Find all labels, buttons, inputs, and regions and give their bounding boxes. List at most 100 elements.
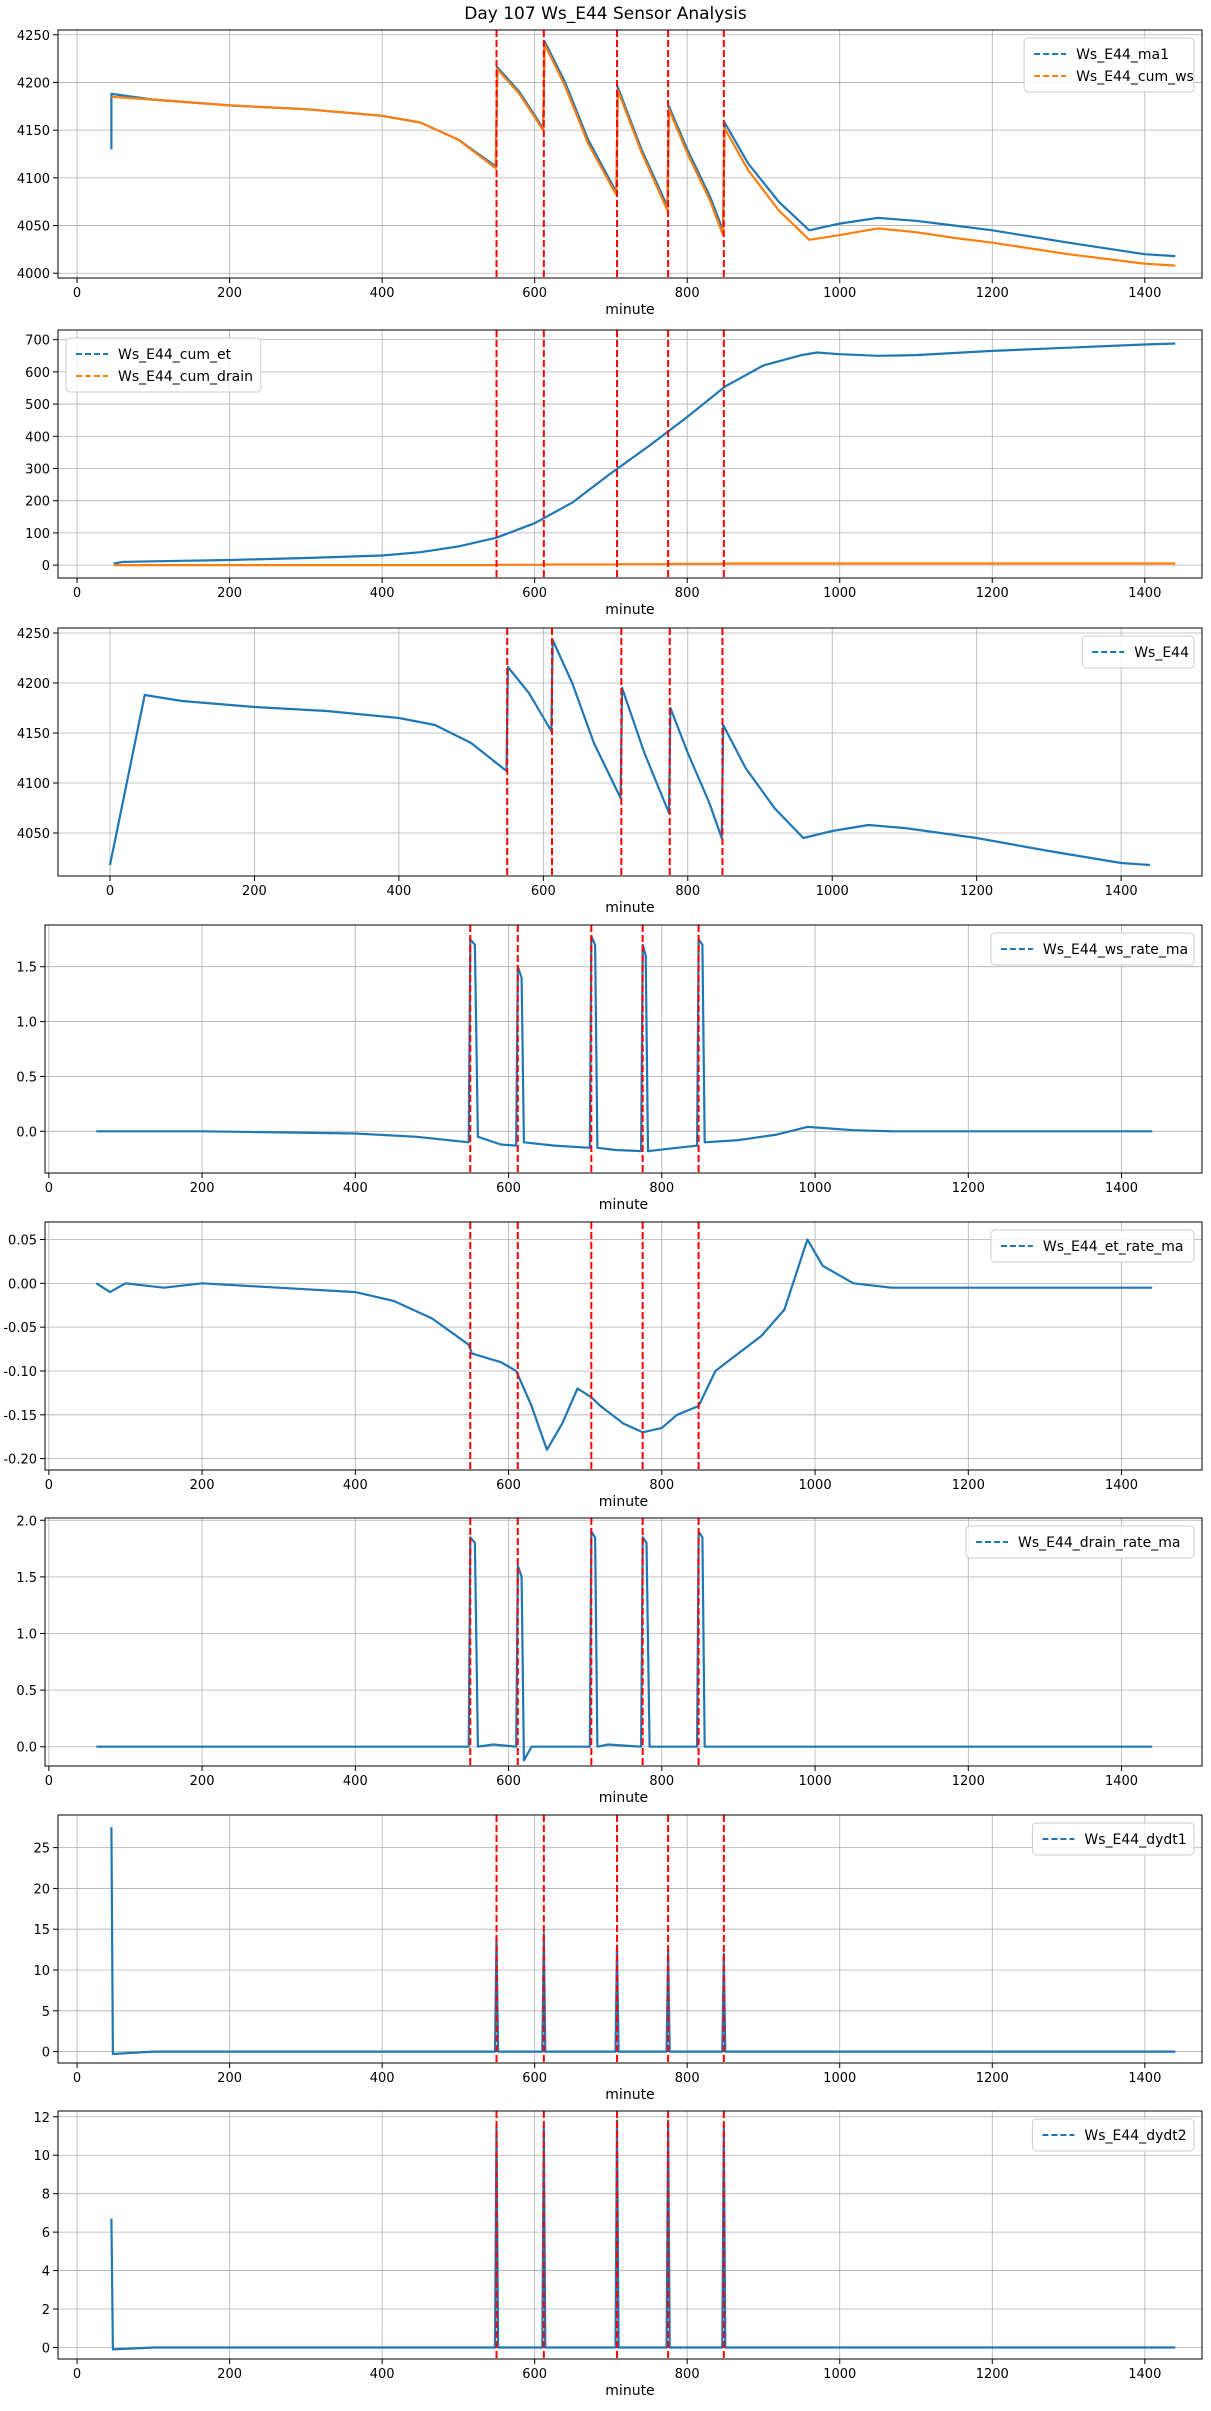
x-tick-label: 1400: [1105, 1181, 1138, 1196]
x-tick-label: 1000: [799, 1478, 832, 1493]
y-tick-label: 4100: [17, 777, 50, 792]
series-group: [96, 934, 1153, 1153]
x-tick-label: 400: [370, 2071, 395, 2086]
axes-frame: [44, 1517, 1203, 1767]
x-tick-label: 800: [675, 586, 700, 601]
x-tick-label: 0: [73, 286, 81, 301]
x-tick-label: 400: [370, 286, 395, 301]
y-tick-label: 4150: [17, 124, 50, 139]
legend-label: Ws_E44_cum_ws: [1076, 69, 1194, 85]
subplot-dydt1: 0 200 400 600 800 1000 1200 1400 minute 0 5 10 15 20 2…: [33, 1814, 1203, 2103]
subplot-cum-et-cum-drain: 0 200 400 600 800 1000 1200 1400 minute 0 100 200 30…: [25, 329, 1203, 618]
y-tick-label: 0.0: [16, 1125, 37, 1140]
x-tick-label: 800: [675, 2367, 700, 2382]
subplot-et-rate-ma: 0 200 400 600 800 1000 1200 1400 minute 0.05 0.00 -…: [3, 1221, 1203, 1510]
y-tick-label: 4050: [17, 220, 50, 235]
y-tick-label: 2.0: [16, 1514, 37, 1529]
event-lines: [506, 628, 724, 876]
y-tick-label: -0.10: [3, 1365, 37, 1380]
y-tick-label: 15: [33, 1923, 50, 1938]
legend-label: Ws_E44_et_rate_ma: [1043, 1239, 1184, 1255]
gridlines: [58, 1815, 1202, 2063]
y-axis: 0.05 0.00 -0.05 -0.10 -0.15 -0.20: [3, 1234, 45, 1468]
legend-label: Ws_E44: [1134, 645, 1189, 661]
y-tick-label: 2: [42, 2303, 50, 2318]
y-axis: 4000 4050 4100 4150 4200 4250: [17, 29, 58, 282]
y-tick-label: 10: [33, 1964, 50, 1979]
x-axis: 0 200 400 600 800 1000 1200 1400: [106, 876, 1138, 899]
gridlines: [58, 628, 1202, 876]
y-tick-label: 600: [25, 366, 50, 381]
legend-label: Ws_E44_cum_drain: [118, 369, 253, 385]
legend-label: Ws_E44_ma1: [1076, 47, 1169, 63]
x-tick-label: 200: [217, 286, 242, 301]
legend-box: [1023, 37, 1195, 93]
gridlines: [58, 2111, 1202, 2359]
y-tick-label: 5: [42, 2005, 50, 2020]
series-group: [110, 40, 1176, 267]
x-axis-label: minute: [599, 1494, 648, 1510]
legend: Ws_E44_dydt1: [1031, 1822, 1195, 1856]
x-axis: 0 200 400 600 800 1000 1200 1400: [45, 1470, 1138, 1493]
x-tick-label: 1400: [1128, 2071, 1161, 2086]
y-tick-label: 1.0: [16, 1016, 37, 1031]
subplot-ws-rate-ma: 0 200 400 600 800 1000 1200 1400 minute 0.0 0.5 1.0…: [16, 924, 1203, 1213]
y-tick-label: -0.20: [3, 1453, 37, 1468]
y-tick-label: 0: [42, 2046, 50, 2061]
axes-frame: [44, 1221, 1203, 1471]
legend: Ws_E44_drain_rate_ma: [965, 1525, 1195, 1559]
series-line-Ws_E44_dydt2: [110, 2119, 1176, 2351]
x-axis-label: minute: [605, 900, 654, 916]
x-axis: 0 200 400 600 800 1000 1200 1400: [73, 578, 1161, 601]
x-tick-label: 800: [649, 1774, 674, 1789]
x-tick-label: 200: [190, 1774, 215, 1789]
x-axis: 0 200 400 600 800 1000 1200 1400: [73, 278, 1161, 301]
y-tick-label: 6: [42, 2226, 50, 2241]
series-line-Ws_E44_ws_rate_ma: [96, 934, 1153, 1153]
legend-box: [1081, 635, 1195, 669]
y-tick-label: -0.15: [3, 1409, 37, 1424]
legend-box: [990, 932, 1195, 966]
x-tick-label: 800: [649, 1181, 674, 1196]
figure-title: Day 107 Ws_E44 Sensor Analysis: [464, 4, 747, 24]
y-tick-label: 4050: [17, 827, 50, 842]
subplot-ws-e44: 0 200 400 600 800 1000 1200 1400minute405041004…: [17, 627, 1203, 916]
y-tick-label: 10: [33, 2149, 50, 2164]
y-tick-label: 0: [42, 559, 50, 574]
x-tick-label: 1000: [823, 2367, 856, 2382]
x-axis-label: minute: [605, 302, 654, 318]
legend: Ws_E44_ws_rate_ma: [990, 932, 1195, 966]
x-tick-label: 800: [649, 1478, 674, 1493]
legend-label: Ws_E44_cum_et: [118, 347, 232, 363]
series-line-Ws_E44_et_rate_ma: [95, 1238, 1153, 1451]
x-tick-label: 0: [73, 2071, 81, 2086]
x-tick-label: 600: [522, 586, 547, 601]
series-group: [110, 2119, 1176, 2351]
legend-label: Ws_E44_ws_rate_ma: [1043, 942, 1188, 958]
x-tick-label: 1000: [823, 2071, 856, 2086]
y-tick-label: 1.0: [16, 1628, 37, 1643]
gridlines: [58, 30, 1202, 278]
x-axis: 0 200 400 600 800 1000 1200 1400: [45, 1173, 1138, 1196]
x-tick-label: 1000: [816, 884, 849, 899]
x-tick-label: 1200: [952, 1774, 985, 1789]
series-line-Ws_E44_ma1: [110, 40, 1176, 258]
y-axis: 0 100 200 300 400 500 600 700: [25, 334, 58, 574]
gridlines: [45, 1222, 1202, 1470]
y-tick-label: 300: [25, 462, 50, 477]
y-tick-label: 4250: [17, 29, 50, 44]
subplot-ma1-cum-ws: 0 200 400 600 800 1000 1200 1400minute400040504…: [17, 29, 1203, 318]
y-tick-label: 4100: [17, 172, 50, 187]
event-lines: [495, 1815, 725, 2063]
legend: Ws_E44_cum_et Ws_E44_cum_drain: [65, 337, 262, 393]
y-tick-label: 500: [25, 398, 50, 413]
series-group: [113, 342, 1176, 567]
y-axis: 0.0 0.5 1.0 1.5: [16, 961, 45, 1140]
y-axis: 0.0 0.5 1.0 1.5 2.0: [16, 1514, 45, 1756]
x-tick-label: 400: [343, 1181, 368, 1196]
x-tick-label: 1200: [976, 286, 1009, 301]
y-tick-label: 400: [25, 430, 50, 445]
series-line-Ws_E44_dydt1: [110, 1827, 1176, 2056]
y-tick-label: 1.5: [16, 961, 37, 976]
